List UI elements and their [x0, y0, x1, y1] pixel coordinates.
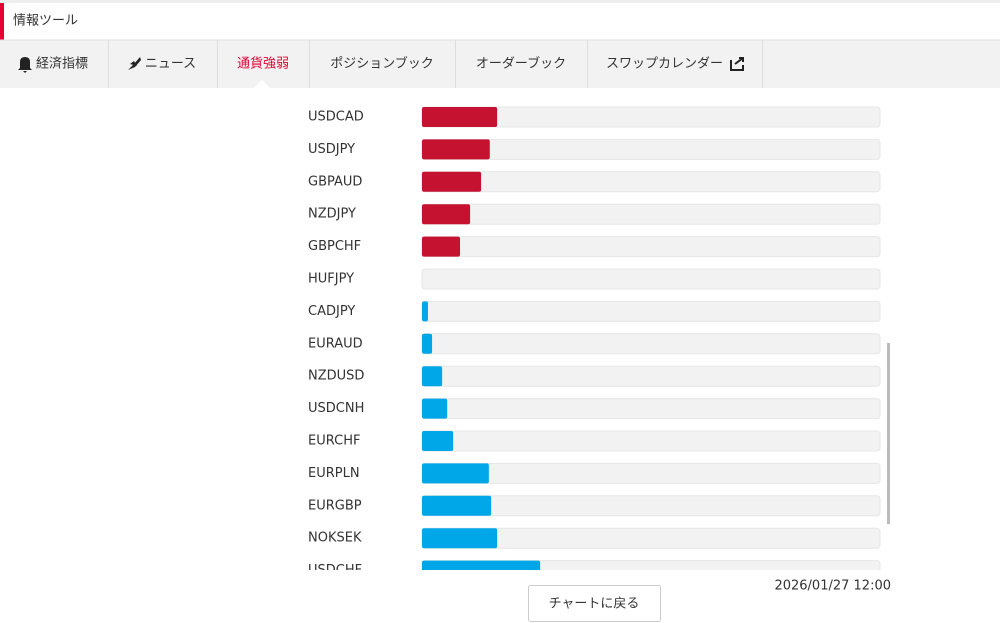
- tab-bar: [0, 40, 1000, 88]
- pair-label: EURGBP: [308, 498, 362, 513]
- pair-label: EURPLN: [308, 466, 360, 481]
- timestamp: 2026/01/27 12:00: [774, 579, 891, 594]
- tab-label[interactable]: オーダーブック: [476, 56, 566, 72]
- bar: [422, 236, 461, 257]
- scrollbar: [887, 343, 890, 524]
- pair-label: CADJPY: [308, 304, 355, 319]
- tab-label[interactable]: ポジションブック: [330, 56, 434, 72]
- bar: [422, 366, 443, 387]
- tab-label[interactable]: 経済指標: [36, 56, 88, 72]
- bell-icon: [18, 57, 32, 73]
- bar-track: [421, 236, 881, 258]
- pair-label: NOKSEK: [308, 531, 362, 546]
- pair-label: GBPAUD: [308, 174, 362, 189]
- active-notch: [254, 80, 270, 88]
- bar: [422, 431, 454, 451]
- bar: [422, 560, 541, 570]
- bar-track: [421, 333, 881, 355]
- pair-label: NZDUSD: [308, 369, 364, 384]
- bar: [422, 301, 428, 322]
- rocket-icon: [128, 57, 141, 70]
- bar: [422, 204, 471, 225]
- tab-label[interactable]: スワップカレンダー: [606, 57, 723, 72]
- pair-label: EURCHF: [308, 434, 360, 449]
- external-link-icon: [730, 57, 744, 71]
- bar: [422, 107, 498, 127]
- pair-label: EURAUD: [308, 336, 363, 351]
- tab-label[interactable]: 通貨強弱: [237, 56, 289, 72]
- bar: [422, 398, 448, 419]
- pair-label: USDCNH: [308, 401, 364, 416]
- tab-label[interactable]: ニュース: [145, 57, 196, 72]
- bar-track: [421, 268, 881, 290]
- back-button[interactable]: [528, 585, 661, 622]
- bar: [422, 495, 492, 516]
- pair-label: USDCAD: [308, 110, 364, 125]
- bar-track: [421, 398, 881, 420]
- top-edge: [0, 0, 1000, 3]
- bar-track: [421, 462, 881, 484]
- bar-track: [421, 300, 881, 322]
- bar-track: [421, 171, 881, 193]
- bar: [422, 333, 433, 354]
- pair-label: NZDJPY: [308, 207, 356, 222]
- bar: [422, 139, 490, 160]
- bar: [422, 171, 482, 192]
- bar-track: [421, 365, 881, 387]
- bar: [422, 463, 489, 484]
- header-accent: [0, 3, 4, 40]
- header-title: 情報ツール: [13, 14, 78, 29]
- bar: [422, 528, 498, 549]
- pair-label: HUFJPY: [308, 272, 354, 287]
- back-button-label[interactable]: チャートに戻る: [549, 597, 640, 612]
- bar-track: [421, 430, 881, 452]
- pair-label: GBPCHF: [308, 239, 361, 254]
- bar-track: [421, 138, 881, 160]
- pair-label: USDCHF: [308, 563, 362, 578]
- bar-track: [421, 203, 881, 225]
- pair-label: USDJPY: [308, 142, 355, 157]
